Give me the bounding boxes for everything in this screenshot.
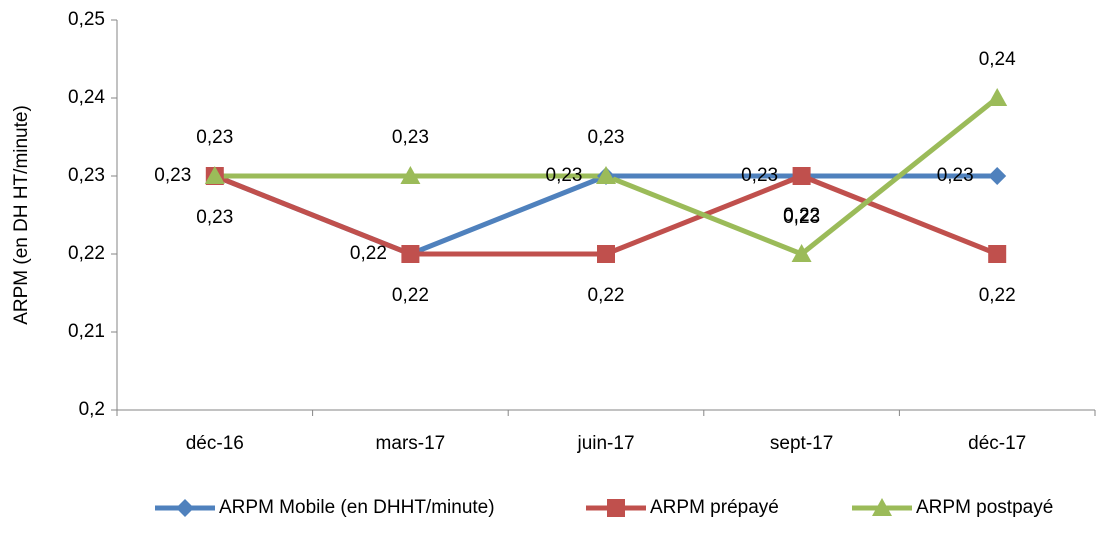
- data-label: 0,22: [392, 285, 429, 306]
- y-axis-title: ARPM (en DH HT/minute): [11, 105, 32, 325]
- y-tick-label: 0,21: [68, 321, 105, 342]
- y-tick-label: 0,22: [68, 243, 105, 264]
- legend-marker: [176, 499, 194, 517]
- point-marker: [597, 245, 615, 263]
- point-marker: [401, 245, 420, 263]
- legend-label: ARPM postpayé: [916, 497, 1053, 518]
- data-label: 0,22: [979, 285, 1016, 306]
- x-tick-label: juin-17: [576, 433, 634, 454]
- point-marker: [792, 167, 811, 185]
- point-marker: [204, 166, 225, 184]
- x-tick-label: mars-17: [376, 433, 446, 454]
- legend-marker: [607, 499, 625, 517]
- legend-label: ARPM Mobile (en DHHT/minute): [219, 497, 495, 518]
- data-label: 0,22: [783, 205, 820, 226]
- data-label: 0,23: [196, 207, 233, 228]
- data-label: 0,23: [937, 165, 974, 186]
- series-line: [213, 173, 999, 257]
- data-label: 0,23: [154, 165, 191, 186]
- legend-marker: [872, 498, 892, 516]
- data-label: 0,23: [783, 207, 820, 228]
- x-tick-label: déc-16: [186, 433, 244, 454]
- data-label: 0,23: [546, 165, 583, 186]
- data-label: 0,24: [979, 49, 1016, 70]
- x-tick-label: déc-17: [968, 433, 1026, 454]
- point-marker: [988, 245, 1007, 263]
- data-label: 0,23: [741, 165, 778, 186]
- legend-label: ARPM prépayé: [650, 497, 779, 518]
- data-label: 0,22: [350, 243, 387, 264]
- point-marker: [791, 244, 812, 262]
- point-marker: [988, 167, 1007, 185]
- data-label: 0,23: [588, 127, 625, 148]
- x-tick-label: sept-17: [770, 433, 833, 454]
- data-label: 0,23: [196, 127, 233, 148]
- data-label: 0,22: [588, 285, 625, 306]
- y-tick-label: 0,24: [68, 87, 105, 108]
- y-tick-label: 0,23: [68, 165, 105, 186]
- series-line: [213, 173, 998, 257]
- y-tick-label: 0,25: [68, 9, 105, 30]
- point-marker: [596, 166, 616, 184]
- y-tick-label: 0,2: [79, 399, 105, 420]
- data-label: 0,23: [392, 127, 429, 148]
- point-marker: [987, 88, 1008, 106]
- point-marker: [400, 166, 421, 184]
